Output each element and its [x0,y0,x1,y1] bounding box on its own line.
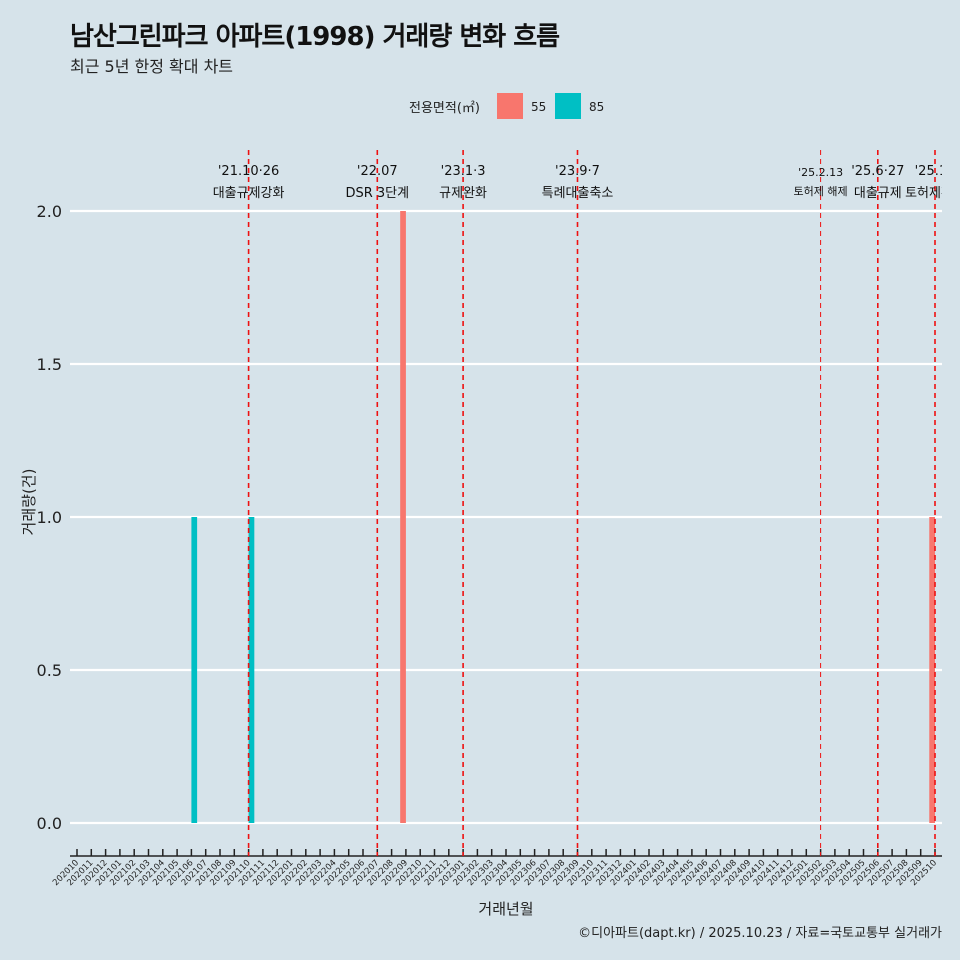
event-date-label: '25.6·27 [851,164,904,179]
event-label: DSR 3단계 [345,186,409,201]
y-tick-label: 1.0 [37,508,62,527]
event-label: 대출규제강화 [213,186,285,201]
event-date-label: '21.10·26 [218,164,279,179]
event-label: 토허제확대 [905,186,960,201]
y-tick-label: 2.0 [37,202,62,221]
chart-subtitle: 최근 5년 한정 확대 차트 [70,57,234,76]
event-label: 특례대출축소 [542,186,614,201]
legend-label-85: 85 [589,100,604,114]
event-date-label: '23.9·7 [555,164,600,179]
y-tick-label: 0.5 [37,661,62,680]
chart-title: 남산그린파크 아파트(1998) 거래량 변화 흐름 [70,22,560,52]
legend-label-55: 55 [531,100,546,114]
y-axis-title: 거래량(건) [20,469,38,536]
y-tick-label: 1.5 [37,355,62,374]
legend-swatch-85 [555,93,581,119]
event-date-label: '25.10 [915,164,956,179]
event-date-label: '25.2.13 [798,166,843,179]
x-axis-title: 거래년월 [478,900,533,918]
event-label: 토허제 해제 [794,184,848,198]
bar-85-202106 [191,517,198,823]
event-date-label: '23.1·3 [441,164,486,179]
legend-title: 전용면적(㎡) [409,101,480,116]
bar-85-202110 [248,517,255,823]
event-date-label: '22.07 [357,164,398,179]
bar-55-202510 [929,517,935,823]
source-caption: ©디아파트(dapt.kr) / 2025.10.23 / 자료=국토교통부 실… [578,926,942,941]
legend-swatch-55 [497,93,523,119]
event-label: 대출규제 [854,186,902,201]
bar-55-202209 [400,211,406,823]
y-tick-label: 0.0 [37,814,62,833]
event-label: 규제완화 [439,186,487,201]
